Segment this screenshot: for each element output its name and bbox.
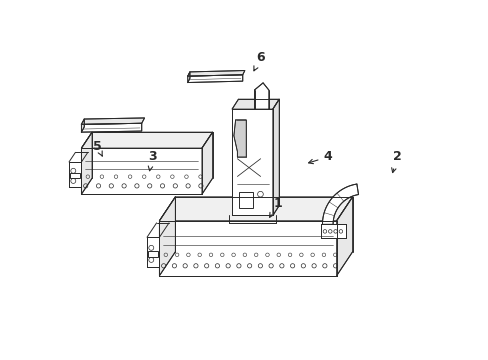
Text: 4: 4 bbox=[308, 150, 331, 164]
Polygon shape bbox=[81, 132, 212, 148]
Polygon shape bbox=[320, 224, 345, 238]
Text: 2: 2 bbox=[391, 150, 401, 172]
Polygon shape bbox=[81, 123, 142, 132]
Polygon shape bbox=[187, 71, 244, 76]
Polygon shape bbox=[233, 120, 246, 157]
Polygon shape bbox=[69, 162, 81, 187]
Text: 3: 3 bbox=[148, 150, 156, 171]
Text: 1: 1 bbox=[269, 197, 282, 217]
Polygon shape bbox=[202, 132, 212, 194]
Polygon shape bbox=[81, 148, 202, 194]
Polygon shape bbox=[322, 184, 358, 224]
Polygon shape bbox=[232, 109, 272, 215]
Polygon shape bbox=[81, 119, 84, 132]
Text: 6: 6 bbox=[253, 51, 264, 71]
Polygon shape bbox=[254, 83, 268, 109]
Polygon shape bbox=[81, 132, 92, 194]
Polygon shape bbox=[159, 221, 336, 276]
Polygon shape bbox=[187, 75, 242, 82]
Polygon shape bbox=[187, 72, 189, 82]
Polygon shape bbox=[272, 99, 279, 215]
Polygon shape bbox=[159, 197, 175, 276]
Polygon shape bbox=[336, 197, 352, 276]
Polygon shape bbox=[159, 197, 352, 221]
Polygon shape bbox=[232, 99, 279, 109]
Polygon shape bbox=[147, 237, 159, 267]
Text: 5: 5 bbox=[93, 140, 102, 156]
Polygon shape bbox=[81, 118, 144, 124]
